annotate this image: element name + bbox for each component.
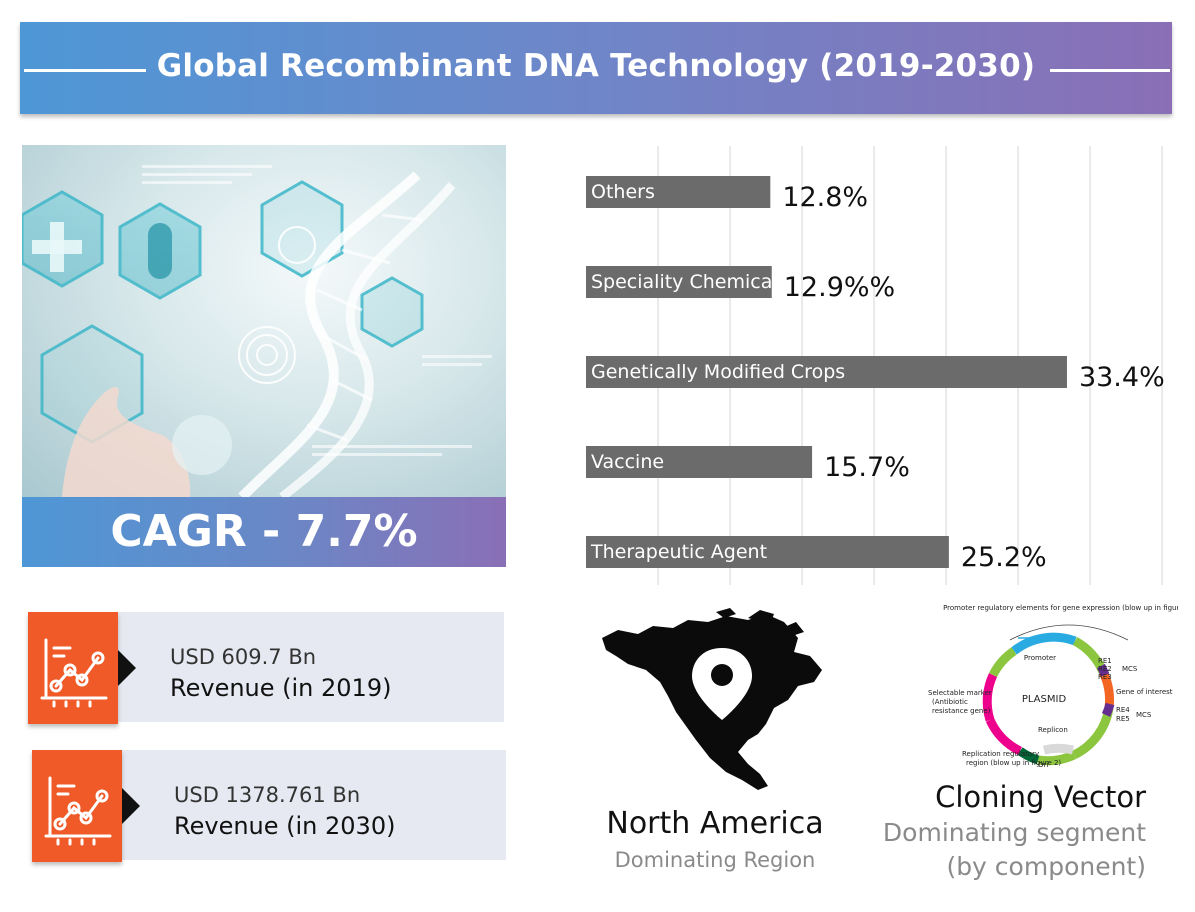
plasmid-re1: RE1 bbox=[1098, 657, 1112, 665]
plasmid-replicon: Replicon bbox=[1038, 726, 1068, 734]
bar bbox=[586, 446, 813, 478]
plasmid-re2: RE2 bbox=[1098, 665, 1112, 673]
bar bbox=[586, 266, 772, 298]
bar-category-label: Therapeutic Agent bbox=[590, 541, 767, 563]
bar-value-label: 15.7% bbox=[824, 452, 910, 483]
line-chart-icon bbox=[32, 750, 122, 862]
plasmid-mcs-1: MCS bbox=[1122, 665, 1138, 673]
segment-subtitle-line1: Dominating segment bbox=[882, 818, 1146, 847]
north-america-map bbox=[598, 608, 838, 802]
plasmid-re5: RE5 bbox=[1116, 715, 1130, 723]
segment-bar-chart: Others 12.8% Speciality Chemicals 12.9%% Gen… bbox=[560, 140, 1180, 590]
plasmid-replication-1: Replication regulatory bbox=[962, 750, 1039, 758]
revenue-amount: USD 1378.761 Bn bbox=[174, 783, 361, 807]
plasmid-gene-label: Gene of interest bbox=[1116, 688, 1173, 696]
bar-value-label: 33.4% bbox=[1079, 362, 1165, 393]
segment-name: Cloning Vector bbox=[935, 780, 1146, 814]
page-title: Global Recombinant DNA Technology (2019-… bbox=[156, 48, 1036, 84]
plasmid-replication-2: region (blow up in figure 2) bbox=[966, 759, 1061, 767]
title-banner: Global Recombinant DNA Technology (2019-… bbox=[20, 22, 1172, 114]
bar bbox=[586, 536, 949, 568]
bar-category-label: Genetically Modified Crops bbox=[591, 361, 845, 383]
region-name: North America bbox=[606, 806, 824, 841]
banner-line-right bbox=[1050, 69, 1170, 72]
revenue-amount: USD 609.7 Bn bbox=[170, 645, 317, 669]
revenue-label: Revenue (in 2019) bbox=[170, 674, 392, 702]
plasmid-mcs-2: MCS bbox=[1136, 711, 1152, 719]
dna-hero-image bbox=[22, 145, 506, 497]
revenue-card-2019: USD 609.7 Bn Revenue (in 2019) bbox=[28, 612, 504, 724]
pointer-arrow bbox=[118, 650, 136, 686]
plasmid-center-label: PLASMID bbox=[1022, 694, 1067, 705]
bar-category-label: Speciality Chemicals bbox=[591, 271, 788, 293]
bar-category-label: Vaccine bbox=[591, 451, 664, 473]
plasmid-marker-2: (Antibiotic bbox=[932, 698, 968, 706]
plasmid-re4: RE4 bbox=[1116, 706, 1130, 714]
bar-category-label: Others bbox=[591, 181, 655, 203]
bar-value-label: 25.2% bbox=[961, 542, 1047, 573]
bar-value-label: 12.8% bbox=[782, 182, 868, 213]
region-subtitle: Dominating Region bbox=[614, 848, 816, 872]
segment-subtitle-line2: (by component) bbox=[946, 852, 1146, 881]
bar bbox=[586, 176, 771, 208]
cagr-banner: CAGR - 7.7% bbox=[22, 497, 506, 567]
revenue-label: Revenue (in 2030) bbox=[174, 812, 396, 840]
dna-illustration bbox=[22, 165, 492, 497]
plasmid-diagram: Promoter regulatory elements for gene ex… bbox=[918, 600, 1193, 774]
pointer-arrow bbox=[122, 788, 140, 824]
bar-value-label: 12.9%% bbox=[784, 272, 895, 303]
revenue-card-2030: USD 1378.761 Bn Revenue (in 2030) bbox=[32, 750, 506, 862]
banner-line-left bbox=[24, 69, 146, 72]
plasmid-ori: Ori bbox=[1038, 761, 1048, 769]
bar bbox=[586, 356, 1067, 388]
plasmid-promoter-label: Promoter bbox=[1024, 654, 1056, 662]
line-chart-icon bbox=[28, 612, 118, 724]
plasmid-marker-3: resistance gene) bbox=[932, 707, 991, 715]
plasmid-top-note: Promoter regulatory elements for gene ex… bbox=[943, 604, 1178, 612]
plasmid-marker-1: Selectable marker bbox=[928, 689, 992, 697]
plasmid-re3: RE3 bbox=[1098, 673, 1112, 681]
